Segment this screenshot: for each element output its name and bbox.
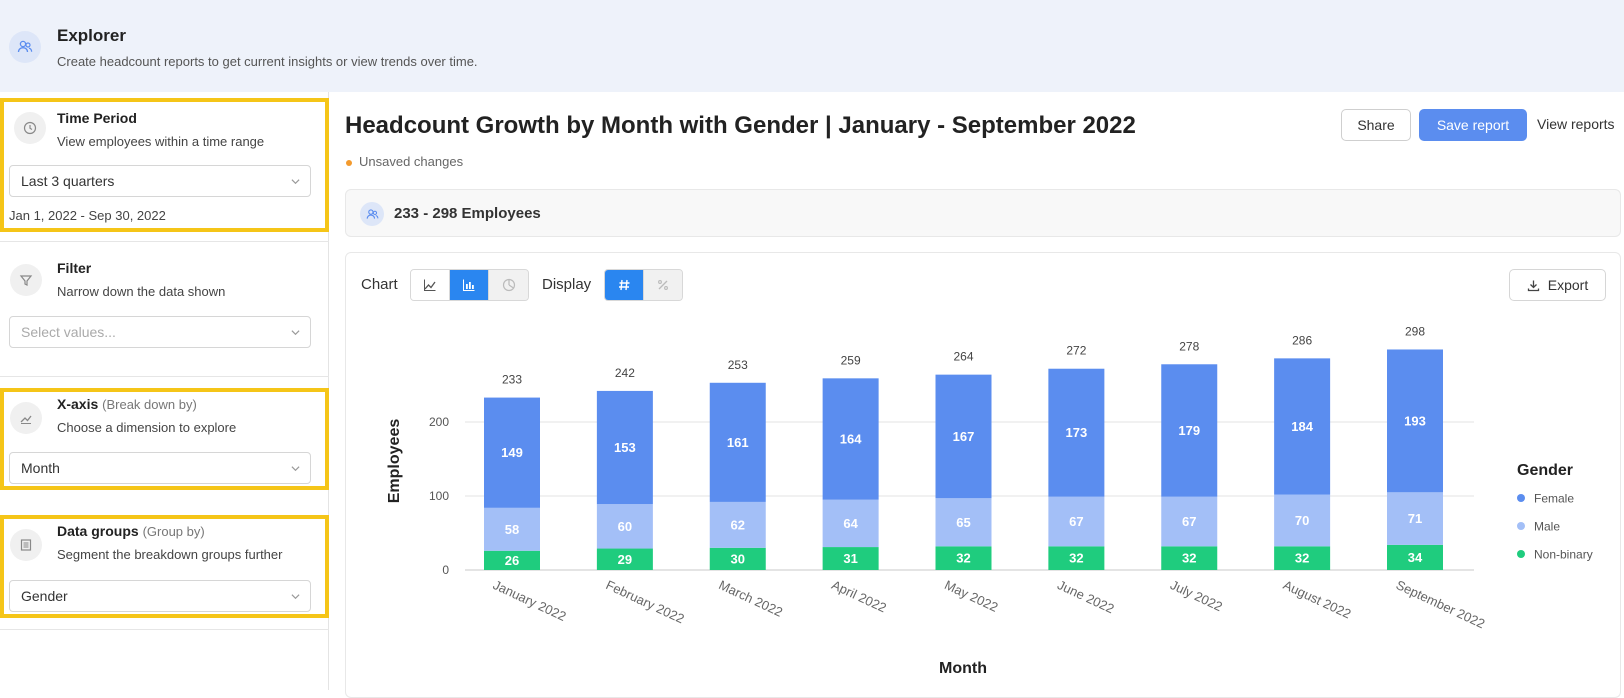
- time-period-description: View employees within a time range: [57, 134, 265, 149]
- time-period-date-range: Jan 1, 2022 - Sep 30, 2022: [9, 208, 166, 223]
- line-chart-icon: [10, 402, 42, 434]
- report-title: Headcount Growth by Month with Gender | …: [345, 112, 1136, 139]
- data-groups-value: Gender: [21, 588, 68, 604]
- people-icon: [9, 31, 41, 63]
- filter-icon: [10, 264, 42, 296]
- chevron-down-icon: [291, 330, 300, 336]
- chart-type-toggle: [410, 269, 529, 301]
- time-period-title: Time Period: [57, 110, 137, 126]
- people-icon: [360, 202, 384, 226]
- page-header: Explorer Create headcount reports to get…: [0, 0, 1624, 92]
- clock-icon: [14, 112, 46, 144]
- line-chart-icon: [424, 279, 436, 291]
- data-groups-description: Segment the breakdown groups further: [57, 547, 283, 562]
- page-subtitle: Create headcount reports to get current …: [57, 54, 478, 69]
- unsaved-changes-text: Unsaved changes: [359, 154, 464, 169]
- display-label: Display: [542, 276, 592, 293]
- filter-description: Narrow down the data shown: [57, 284, 226, 299]
- divider: [0, 629, 329, 630]
- display-toggle: [604, 269, 683, 301]
- download-icon: [1527, 280, 1539, 291]
- filter-title: Filter: [57, 260, 92, 276]
- summary-bar: 233 - 298 Employees: [345, 189, 1621, 237]
- x-axis-title: X-axis (Break down by): [57, 396, 197, 412]
- filter-placeholder: Select values...: [21, 324, 116, 340]
- hash-icon: [618, 279, 630, 291]
- employee-range-summary: 233 - 298 Employees: [394, 205, 541, 222]
- x-axis-title-main: X-axis: [57, 396, 99, 412]
- time-period-select[interactable]: Last 3 quarters: [9, 165, 311, 197]
- x-axis-description: Choose a dimension to explore: [57, 420, 237, 435]
- pie-chart-button[interactable]: [489, 270, 528, 300]
- share-button[interactable]: Share: [1341, 109, 1411, 141]
- chevron-down-icon: [291, 594, 300, 600]
- count-display-button[interactable]: [605, 270, 644, 300]
- data-groups-title-main: Data groups: [57, 523, 139, 539]
- bar-chart-icon: [463, 279, 475, 291]
- export-label: Export: [1547, 277, 1589, 293]
- chart-card: Chart Display Export: [345, 252, 1621, 698]
- filter-section: Filter Narrow down the data shown Select…: [0, 242, 329, 362]
- filter-select[interactable]: Select values...: [9, 316, 311, 348]
- percent-display-button[interactable]: [643, 270, 682, 300]
- data-groups-select[interactable]: Gender: [9, 580, 311, 612]
- page-title: Explorer: [57, 26, 126, 45]
- unsaved-indicator-dot: [346, 160, 352, 166]
- x-axis-value: Month: [21, 460, 60, 476]
- data-groups-title-aux: (Group by): [142, 524, 205, 539]
- divider: [0, 376, 329, 377]
- bar-chart-button[interactable]: [450, 270, 490, 300]
- line-chart-button[interactable]: [411, 270, 451, 300]
- pie-chart-icon: [502, 278, 515, 292]
- chevron-down-icon: [291, 466, 300, 472]
- data-groups-title: Data groups (Group by): [57, 523, 205, 539]
- time-period-section: Time Period View employees within a time…: [0, 98, 329, 232]
- divider: [0, 241, 329, 242]
- view-reports-link[interactable]: View reports: [1537, 116, 1615, 132]
- x-axis-title-aux: (Break down by): [102, 397, 197, 412]
- sidebar: Time Period View employees within a time…: [0, 92, 329, 690]
- export-button[interactable]: Export: [1509, 269, 1606, 301]
- x-axis-section: X-axis (Break down by) Choose a dimensio…: [0, 388, 329, 490]
- chevron-down-icon: [291, 179, 300, 185]
- chart-type-label: Chart: [361, 276, 398, 293]
- x-axis-select[interactable]: Month: [9, 452, 311, 484]
- save-report-button[interactable]: Save report: [1419, 109, 1527, 141]
- time-period-value: Last 3 quarters: [21, 173, 115, 189]
- list-icon: [10, 529, 42, 561]
- percent-icon: [657, 280, 668, 290]
- data-groups-section: Data groups (Group by) Segment the break…: [0, 515, 329, 618]
